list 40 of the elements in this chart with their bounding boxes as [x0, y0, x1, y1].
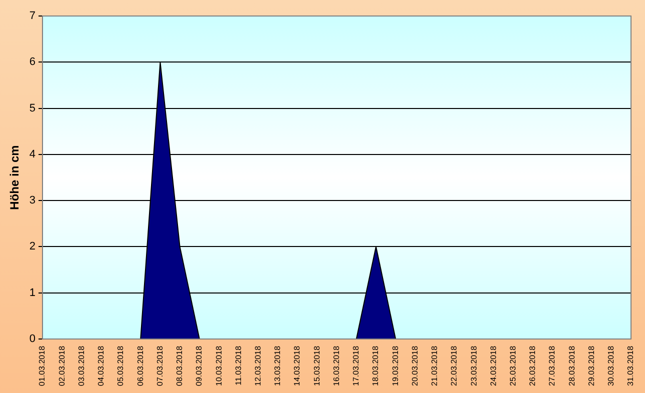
- x-tick-label: 29.03.2018: [586, 345, 596, 386]
- x-tick-label: 09.03.2018: [194, 345, 204, 386]
- x-tick-label: 26.03.2018: [528, 345, 538, 386]
- x-tick-label: 22.03.2018: [450, 345, 459, 386]
- x-tick-label: 03.03.2018: [76, 345, 86, 386]
- x-tick-label: 17.03.2018: [352, 345, 361, 386]
- y-tick-label: 7: [29, 10, 36, 22]
- x-tick-label: 05.03.2018: [116, 345, 126, 386]
- x-tick-label: 28.03.2018: [567, 345, 576, 386]
- x-tick-label: 07.03.2018: [155, 345, 164, 386]
- x-tick-label: 25.03.2018: [508, 345, 518, 386]
- y-tick-label: 2: [29, 240, 36, 253]
- y-tick-label: 4: [29, 148, 36, 160]
- x-tick-label: 19.03.2018: [390, 345, 400, 386]
- y-axis-title: Höhe in cm: [8, 145, 22, 210]
- x-tick-label: 15.03.2018: [312, 345, 322, 386]
- x-tick-label: 06.03.2018: [136, 345, 145, 386]
- y-tick-label: 5: [29, 102, 36, 114]
- x-tick-label: 08.03.2018: [175, 345, 184, 386]
- x-tick-label: 20.03.2018: [410, 345, 420, 386]
- x-tick-label: 27.03.2018: [548, 345, 557, 386]
- x-tick-label: 02.03.2018: [57, 345, 66, 386]
- x-tick-label: 01.03.2018: [38, 345, 47, 386]
- x-tick-label: 18.03.2018: [371, 345, 380, 386]
- y-tick-label: 3: [29, 194, 36, 207]
- x-tick-label: 04.03.2018: [96, 345, 106, 386]
- x-tick-label: 21.03.2018: [430, 345, 440, 386]
- x-tick-label: 10.03.2018: [214, 345, 224, 386]
- x-tick-label: 23.03.2018: [469, 345, 478, 386]
- x-tick-label: 24.03.2018: [488, 345, 498, 386]
- x-tick-label: 16.03.2018: [332, 345, 341, 386]
- x-tick-label: 31.03.2018: [626, 345, 636, 386]
- y-tick-label: 6: [29, 56, 36, 68]
- x-tick-label: 30.03.2018: [606, 345, 616, 386]
- x-tick-label: 12.03.2018: [254, 345, 262, 386]
- y-tick-label: 0: [29, 332, 36, 345]
- x-tick-label: 11.03.2018: [234, 345, 243, 386]
- x-tick-label: 13.03.2018: [273, 345, 282, 386]
- y-tick-label: 1: [29, 286, 36, 299]
- x-tick-label: 14.03.2018: [292, 345, 302, 386]
